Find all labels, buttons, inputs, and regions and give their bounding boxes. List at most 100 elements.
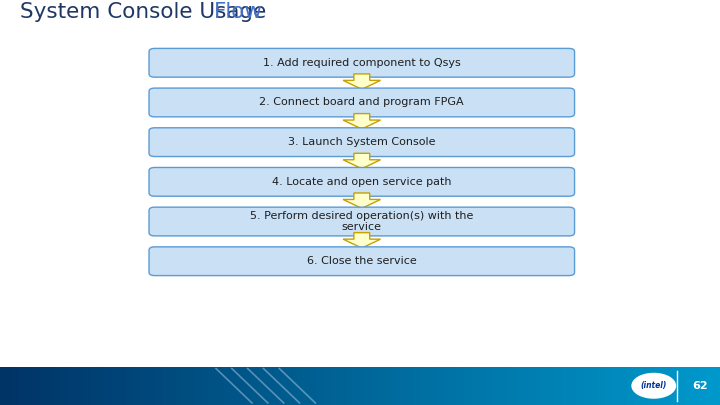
Bar bbox=[331, 367, 336, 405]
Bar bbox=[180, 367, 184, 405]
Bar bbox=[346, 367, 350, 405]
Bar bbox=[630, 367, 634, 405]
Bar bbox=[608, 367, 613, 405]
Bar bbox=[583, 367, 588, 405]
Bar bbox=[623, 367, 627, 405]
Bar bbox=[79, 367, 84, 405]
Bar bbox=[162, 367, 166, 405]
FancyBboxPatch shape bbox=[149, 128, 575, 156]
Bar bbox=[349, 367, 354, 405]
Bar bbox=[335, 367, 339, 405]
Bar bbox=[212, 367, 217, 405]
Bar bbox=[61, 367, 66, 405]
Bar bbox=[666, 367, 670, 405]
Bar bbox=[137, 367, 141, 405]
Bar bbox=[479, 367, 483, 405]
Bar bbox=[295, 367, 300, 405]
Bar bbox=[320, 367, 325, 405]
Bar bbox=[83, 367, 87, 405]
Bar bbox=[443, 367, 447, 405]
Bar bbox=[562, 367, 566, 405]
Bar bbox=[202, 367, 206, 405]
Bar bbox=[90, 367, 94, 405]
Bar bbox=[382, 367, 386, 405]
Bar bbox=[572, 367, 577, 405]
Bar bbox=[522, 367, 526, 405]
Bar bbox=[680, 367, 685, 405]
Bar bbox=[252, 367, 256, 405]
Bar bbox=[220, 367, 224, 405]
Bar bbox=[68, 367, 73, 405]
Bar bbox=[216, 367, 220, 405]
Bar bbox=[245, 367, 249, 405]
Bar bbox=[356, 367, 361, 405]
Bar bbox=[464, 367, 469, 405]
Bar bbox=[22, 367, 26, 405]
Bar bbox=[385, 367, 390, 405]
Bar bbox=[698, 367, 703, 405]
Bar bbox=[551, 367, 555, 405]
Bar bbox=[421, 367, 426, 405]
Bar bbox=[403, 367, 408, 405]
Bar bbox=[598, 367, 602, 405]
Bar bbox=[191, 367, 195, 405]
Bar bbox=[259, 367, 264, 405]
Bar bbox=[590, 367, 595, 405]
Polygon shape bbox=[343, 113, 380, 129]
Bar bbox=[580, 367, 584, 405]
Bar bbox=[605, 367, 609, 405]
Bar bbox=[43, 367, 48, 405]
Bar bbox=[342, 367, 346, 405]
Bar bbox=[248, 367, 253, 405]
Bar bbox=[706, 367, 710, 405]
Bar bbox=[47, 367, 51, 405]
Bar bbox=[230, 367, 235, 405]
Bar bbox=[50, 367, 55, 405]
FancyBboxPatch shape bbox=[149, 48, 575, 77]
Bar bbox=[317, 367, 321, 405]
Bar bbox=[148, 367, 152, 405]
Bar bbox=[0, 367, 4, 405]
Bar bbox=[360, 367, 364, 405]
Bar bbox=[536, 367, 541, 405]
Bar bbox=[497, 367, 501, 405]
Bar bbox=[508, 367, 512, 405]
Bar bbox=[288, 367, 292, 405]
Bar bbox=[205, 367, 210, 405]
Bar bbox=[461, 367, 465, 405]
Bar bbox=[644, 367, 649, 405]
Bar bbox=[133, 367, 138, 405]
Bar bbox=[14, 367, 19, 405]
Bar bbox=[266, 367, 271, 405]
Text: (intel): (intel) bbox=[641, 381, 667, 390]
Bar bbox=[187, 367, 192, 405]
Bar bbox=[396, 367, 400, 405]
Bar bbox=[540, 367, 544, 405]
Bar bbox=[11, 367, 15, 405]
Bar bbox=[616, 367, 620, 405]
Bar bbox=[716, 367, 720, 405]
Bar bbox=[425, 367, 429, 405]
Bar bbox=[450, 367, 454, 405]
Bar bbox=[274, 367, 278, 405]
Bar bbox=[457, 367, 462, 405]
Polygon shape bbox=[343, 74, 380, 90]
Bar bbox=[436, 367, 440, 405]
Bar bbox=[112, 367, 116, 405]
Bar bbox=[176, 367, 181, 405]
Bar bbox=[702, 367, 706, 405]
Bar bbox=[432, 367, 436, 405]
Bar bbox=[7, 367, 12, 405]
Bar bbox=[400, 367, 404, 405]
Bar bbox=[529, 367, 534, 405]
Bar bbox=[670, 367, 674, 405]
Bar bbox=[515, 367, 519, 405]
Text: 62: 62 bbox=[692, 381, 708, 391]
Bar bbox=[486, 367, 490, 405]
Bar bbox=[367, 367, 372, 405]
Polygon shape bbox=[343, 232, 380, 248]
Bar bbox=[713, 367, 717, 405]
Bar bbox=[94, 367, 98, 405]
Bar bbox=[374, 367, 379, 405]
Bar bbox=[371, 367, 375, 405]
